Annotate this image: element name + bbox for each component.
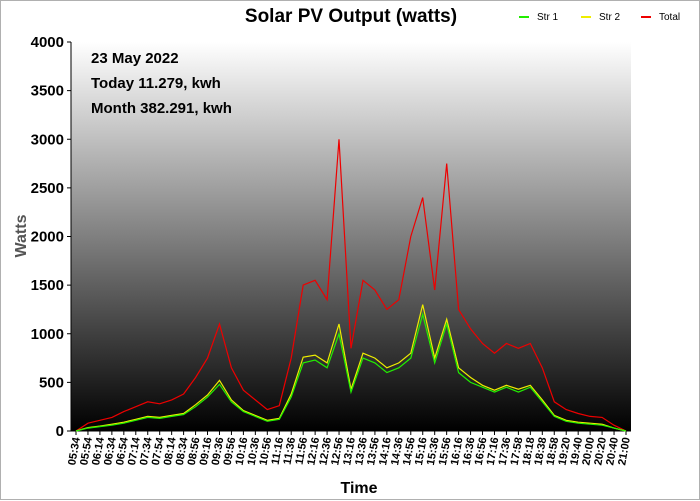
x-tick-label: 08:56 [186,436,203,466]
x-tick-label: 20:40 [604,436,621,466]
y-tick-label: 2000 [31,229,64,246]
x-tick-label: 14:56 [401,436,418,466]
x-tick-label: 07:34 [138,436,155,467]
legend-label-total: Total [659,12,680,23]
y-tick-label: 500 [39,374,64,391]
legend-label-str-2: Str 2 [599,12,621,23]
x-tick-label: 11:56 [294,436,311,465]
x-tick-label: 11:16 [270,436,287,465]
x-tick-label: 11:36 [282,436,299,465]
x-tick-label: 17:36 [497,436,514,466]
x-tick-label: 05:34 [66,436,83,467]
x-tick-label: 18:58 [545,436,562,466]
x-tick-label: 15:56 [437,436,454,466]
x-tick-label: 09:56 [222,436,239,466]
x-tick-label: 14:16 [377,436,394,466]
y-axis-label: Watts [13,214,30,257]
x-tick-label: 10:36 [246,436,263,466]
annotation-month: Month 382.291, kwh [91,100,232,117]
x-tick-label: 07:54 [150,436,167,467]
x-tick-label: 13:56 [365,436,382,466]
x-tick-label: 17:16 [485,436,502,466]
x-tick-label: 19:20 [556,436,573,466]
x-tick-label: 13:16 [341,436,358,466]
x-tick-label: 17:58 [509,436,526,466]
x-tick-label: 05:54 [78,436,95,467]
x-tick-label: 16:56 [473,436,490,466]
x-tick-label: 13:36 [353,436,370,466]
x-axis: 05:3405:5406:1406:3406:5407:1407:3407:54… [66,430,633,467]
y-axis: 0 500 1000 1500 2000 2500 3000 3500 4000 [31,34,72,440]
series-lines [75,139,627,432]
x-tick-label: 12:56 [329,436,346,466]
x-tick-label: 20:00 [580,436,597,466]
x-tick-label: 12:16 [305,436,322,466]
x-tick-label: 08:34 [174,436,191,467]
y-tick-label: 0 [56,423,64,440]
x-tick-label: 19:40 [568,436,585,466]
y-tick-label: 3000 [31,131,64,148]
series-line-total [75,139,627,432]
series-line-str-1 [75,311,627,432]
x-tick-label: 18:18 [521,436,538,466]
x-tick-label: 18:38 [533,436,550,466]
legend-label-str-1: Str 1 [537,12,559,23]
y-tick-label: 2500 [31,180,64,197]
x-tick-label: 06:54 [114,436,131,467]
x-tick-label: 10:16 [234,436,251,466]
annotation-date: 23 May 2022 [91,50,179,67]
y-tick-label: 1500 [31,277,64,294]
x-tick-label: 06:34 [102,436,119,467]
x-axis-label: Time [340,480,377,497]
x-tick-label: 09:36 [210,436,227,466]
x-tick-label: 15:36 [425,436,442,466]
y-tick-label: 4000 [31,34,64,51]
x-tick-label: 10:56 [258,436,275,466]
x-tick-label: 21:00 [616,436,633,466]
y-tick-label: 1000 [31,326,64,343]
x-tick-label: 09:16 [198,436,215,466]
y-tick-label: 3500 [31,83,64,100]
x-tick-label: 08:14 [162,436,179,467]
chart-title: Solar PV Output (watts) [245,6,457,27]
x-tick-label: 20:20 [592,436,609,466]
annotation-today: Today 11.279, kwh [91,75,221,92]
x-tick-label: 06:14 [90,436,107,467]
x-tick-label: 15:16 [413,436,430,466]
x-tick-label: 14:36 [389,436,406,466]
x-tick-label: 16:16 [449,436,466,466]
x-tick-label: 16:36 [461,436,478,466]
x-tick-label: 12:36 [317,436,334,466]
x-tick-label: 07:14 [126,436,143,467]
plot-area [71,42,631,431]
legend: Str 1 Str 2 Total [519,12,680,23]
